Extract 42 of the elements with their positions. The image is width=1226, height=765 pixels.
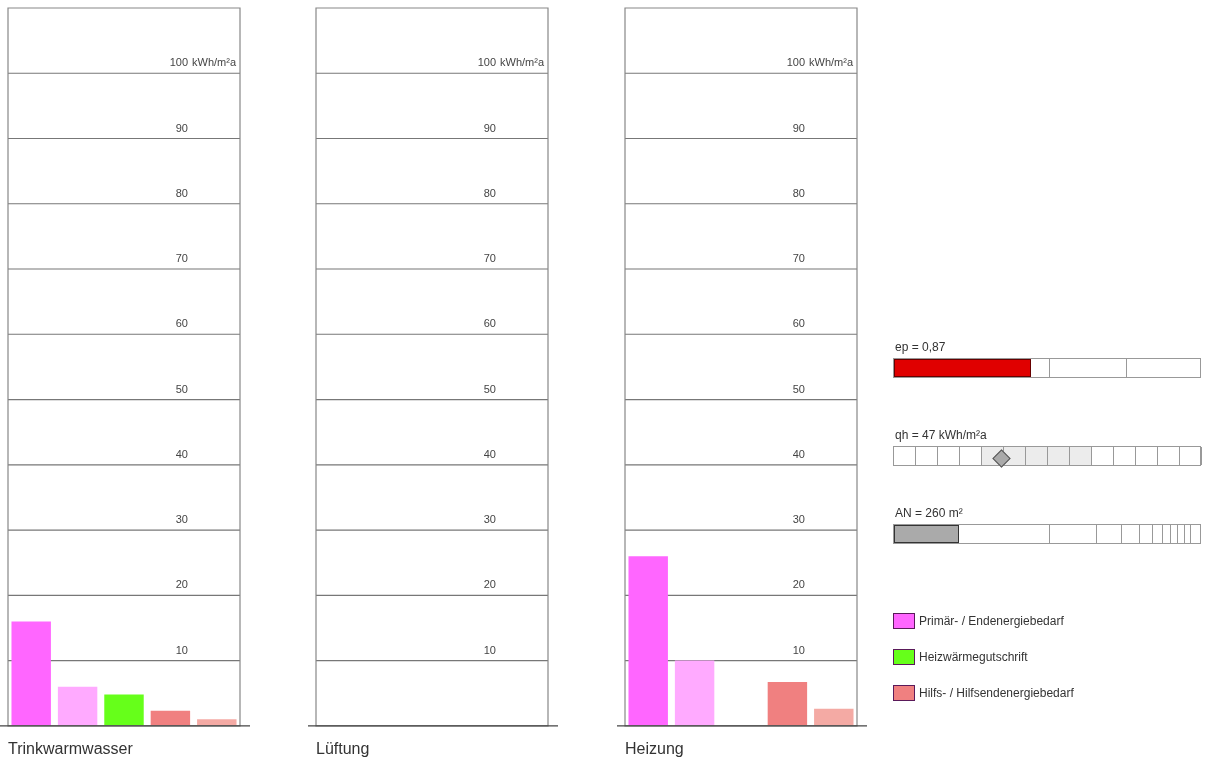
text: AN = 260 m² bbox=[895, 506, 963, 520]
x-axis-title: Trinkwarmwasser bbox=[8, 739, 134, 757]
y-tick-label: 70 bbox=[792, 252, 805, 265]
y-tick-label: 60 bbox=[483, 317, 496, 330]
y-tick-label: 90 bbox=[792, 121, 805, 134]
y-tick-label: 20 bbox=[792, 578, 805, 591]
y-tick-label: 40 bbox=[175, 447, 188, 460]
y-tick-label: 70 bbox=[483, 252, 496, 265]
x-axis-title: Heizung bbox=[625, 739, 684, 757]
y-axis-title: kWh/m²a bbox=[192, 56, 237, 69]
y-tick-label: 40 bbox=[483, 447, 496, 460]
y-axis-title: kWh/m²a bbox=[809, 56, 854, 69]
y-tick-label: 10 bbox=[483, 643, 496, 656]
y-tick-label: 50 bbox=[483, 382, 496, 395]
x-axis-title: Lüftung bbox=[316, 739, 370, 757]
y-tick-label: 70 bbox=[175, 252, 188, 265]
y-tick-label: 50 bbox=[792, 382, 805, 395]
y-tick-label: 30 bbox=[483, 513, 496, 526]
y-tick-label: 80 bbox=[792, 186, 805, 199]
y-tick-label: 10 bbox=[792, 643, 805, 656]
y-tick-label: 80 bbox=[175, 186, 188, 199]
y-tick-label: 90 bbox=[175, 121, 188, 134]
y-tick-label: 50 bbox=[175, 382, 188, 395]
y-tick-label: 60 bbox=[792, 317, 805, 330]
y-tick-label: 30 bbox=[175, 513, 188, 526]
y-tick-label: 30 bbox=[792, 513, 805, 526]
y-tick-label: 100 bbox=[169, 56, 188, 69]
y-tick-label: 100 bbox=[786, 56, 805, 69]
y-tick-label: 60 bbox=[175, 317, 188, 330]
legend-label: Heizwärmegutschrift bbox=[919, 650, 1028, 664]
y-tick-label: 20 bbox=[175, 578, 188, 591]
y-tick-label: 20 bbox=[483, 578, 496, 591]
y-tick-label: 100 bbox=[477, 56, 496, 69]
y-tick-label: 40 bbox=[792, 447, 805, 460]
y-tick-label: 80 bbox=[483, 186, 496, 199]
y-axis-title: kWh/m²a bbox=[500, 56, 545, 69]
y-tick-label: 10 bbox=[175, 643, 188, 656]
legend-label: Hilfs- / Hilfsendenergiebedarf bbox=[919, 686, 1074, 700]
legend-label: Primär- / Endenergiebedarf bbox=[919, 614, 1064, 628]
text: qh = 47 kWh/m²a bbox=[895, 428, 987, 442]
y-tick-label: 90 bbox=[483, 121, 496, 134]
text: ep = 0,87 bbox=[895, 340, 946, 354]
